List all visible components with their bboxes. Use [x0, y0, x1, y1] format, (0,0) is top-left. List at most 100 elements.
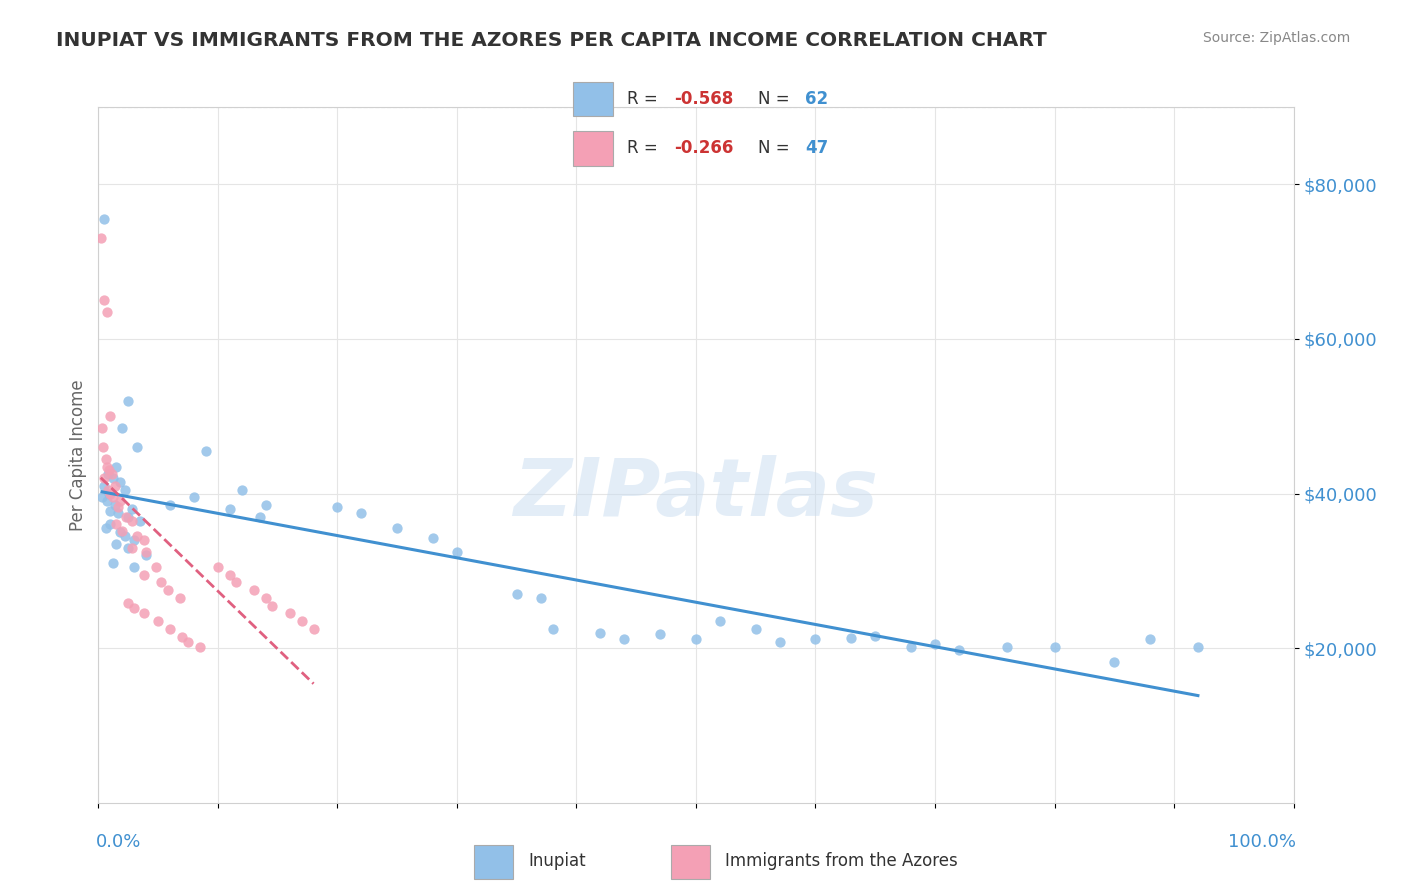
Text: 62: 62: [806, 90, 828, 108]
Point: [115, 509, 138, 524]
Point: [93, 212, 115, 227]
Point: [98, 503, 122, 517]
Point: [326, 500, 349, 515]
Point: [207, 560, 229, 574]
Point: [768, 635, 790, 649]
Point: [91, 421, 114, 435]
Point: [135, 549, 157, 563]
Point: [121, 502, 143, 516]
Point: [117, 541, 139, 555]
Point: [169, 591, 191, 605]
Point: [97, 467, 120, 482]
Point: [100, 467, 122, 482]
Point: [529, 591, 551, 605]
Point: [302, 622, 325, 636]
Point: [107, 500, 129, 515]
Point: [254, 498, 277, 512]
Point: [863, 629, 886, 643]
Point: [98, 517, 122, 532]
Point: [948, 642, 970, 657]
FancyBboxPatch shape: [671, 846, 710, 879]
Text: Inupiat: Inupiat: [529, 852, 585, 870]
Text: 100.0%: 100.0%: [1229, 833, 1296, 851]
Point: [219, 567, 242, 582]
Point: [1102, 655, 1125, 669]
Point: [98, 409, 122, 424]
Point: [117, 596, 139, 610]
Point: [804, 632, 827, 646]
Point: [124, 601, 146, 615]
Point: [290, 614, 312, 628]
Point: [111, 421, 134, 435]
Point: [114, 483, 136, 497]
Point: [98, 486, 121, 500]
Point: [254, 591, 277, 605]
Point: [1043, 640, 1066, 655]
Point: [541, 622, 564, 636]
Point: [148, 614, 170, 628]
Point: [446, 544, 468, 558]
Text: ZIPatlas: ZIPatlas: [513, 455, 879, 533]
Point: [125, 529, 148, 543]
Point: [156, 583, 179, 598]
Text: 0.0%: 0.0%: [96, 833, 141, 851]
Point: [90, 231, 112, 245]
Point: [145, 560, 167, 574]
Point: [125, 440, 148, 454]
Text: -0.266: -0.266: [673, 139, 733, 157]
Point: [900, 640, 922, 654]
FancyBboxPatch shape: [572, 82, 613, 116]
Point: [422, 532, 444, 546]
Point: [108, 494, 131, 508]
Point: [745, 622, 768, 636]
Point: [242, 583, 264, 598]
Point: [93, 479, 115, 493]
Point: [183, 491, 205, 505]
Text: N =: N =: [758, 90, 794, 108]
Point: [98, 463, 121, 477]
Point: [613, 632, 636, 646]
Point: [93, 293, 115, 308]
Point: [839, 631, 862, 645]
Point: [105, 517, 128, 532]
Text: 47: 47: [806, 139, 828, 157]
Point: [114, 529, 136, 543]
Point: [124, 560, 146, 574]
Point: [231, 483, 253, 497]
Point: [121, 514, 143, 528]
Point: [172, 630, 194, 644]
Point: [709, 614, 731, 628]
Text: Source: ZipAtlas.com: Source: ZipAtlas.com: [1202, 31, 1350, 45]
Point: [995, 640, 1018, 654]
Point: [111, 524, 134, 538]
Text: INUPIAT VS IMMIGRANTS FROM THE AZORES PER CAPITA INCOME CORRELATION CHART: INUPIAT VS IMMIGRANTS FROM THE AZORES PE…: [56, 31, 1047, 50]
Point: [249, 509, 271, 524]
Point: [124, 533, 146, 547]
Point: [104, 479, 127, 493]
FancyBboxPatch shape: [474, 846, 513, 879]
Point: [105, 537, 128, 551]
Point: [159, 622, 181, 636]
Point: [1187, 640, 1209, 655]
Point: [97, 483, 120, 497]
Text: Immigrants from the Azores: Immigrants from the Azores: [725, 852, 957, 870]
Point: [108, 525, 131, 540]
Point: [91, 491, 114, 505]
Point: [101, 471, 124, 485]
Point: [107, 506, 129, 520]
Point: [225, 575, 247, 590]
Point: [385, 521, 409, 535]
Point: [132, 607, 155, 621]
Point: [924, 636, 946, 650]
Point: [177, 635, 200, 649]
Text: -0.568: -0.568: [673, 90, 733, 108]
Text: R =: R =: [627, 90, 662, 108]
FancyBboxPatch shape: [572, 131, 613, 166]
Point: [219, 502, 242, 516]
Point: [129, 514, 152, 528]
Point: [94, 451, 117, 466]
Point: [1139, 632, 1161, 646]
Point: [648, 627, 672, 641]
Point: [108, 475, 131, 489]
Point: [685, 632, 707, 646]
